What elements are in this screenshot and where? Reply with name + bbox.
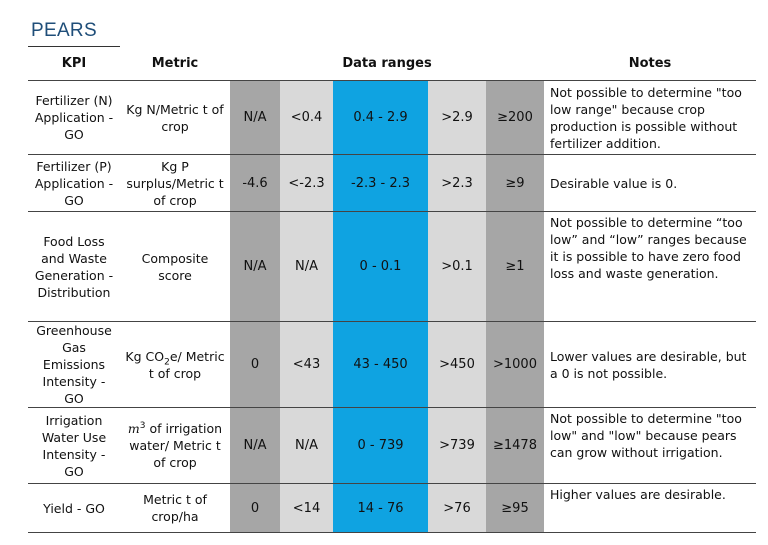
header-metric: Metric	[120, 47, 230, 81]
metric-cell: Kg CO2e/ Metric t of crop	[120, 321, 230, 408]
range-cell: N/A	[230, 407, 280, 484]
metric-text: of irrigation water/ Metric t of crop	[129, 421, 223, 470]
range-cell: ≥1	[486, 211, 544, 322]
range-cell: N/A	[280, 211, 333, 322]
notes-cell: Not possible to determine "too low" and …	[544, 407, 756, 484]
range-cell: >76	[428, 483, 486, 533]
range-cell: 0	[230, 321, 280, 408]
range-cell: 0 - 739	[333, 407, 428, 484]
range-cell: >739	[428, 407, 486, 484]
metric-text: e/ Metric t of crop	[148, 348, 225, 381]
table-row: Irrigation Water Use Intensity - GO m3 o…	[28, 407, 756, 484]
notes-cell: Desirable value is 0.	[544, 154, 756, 212]
header-row: KPI Metric Data ranges Notes	[28, 47, 756, 81]
kpi-cell: Irrigation Water Use Intensity - GO	[28, 407, 120, 484]
range-cell: ≥200	[486, 80, 544, 155]
range-cell: ≥95	[486, 483, 544, 533]
kpi-cell: Food Loss and Waste Generation - Distrib…	[28, 211, 120, 322]
range-cell: 14 - 76	[333, 483, 428, 533]
notes-cell: Lower values are desirable, but a 0 is n…	[544, 321, 756, 408]
superscript-three: 3	[139, 420, 146, 431]
range-cell: >0.1	[428, 211, 486, 322]
table-row: Fertilizer (N) Application - GO Kg N/Met…	[28, 80, 756, 155]
range-cell: N/A	[230, 80, 280, 155]
range-cell: ≥1478	[486, 407, 544, 484]
range-cell: ≥9	[486, 154, 544, 212]
kpi-cell: Yield - GO	[28, 483, 120, 533]
range-cell: <14	[280, 483, 333, 533]
kpi-cell: Fertilizer (P) Application - GO	[28, 154, 120, 212]
table-row: Food Loss and Waste Generation - Distrib…	[28, 211, 756, 322]
kpi-cell: Fertilizer (N) Application - GO	[28, 80, 120, 155]
range-cell: 43 - 450	[333, 321, 428, 408]
range-cell: >450	[428, 321, 486, 408]
metric-cell: m3 of irrigation water/ Metric t of crop	[120, 407, 230, 484]
notes-cell: Not possible to determine “too low” and …	[544, 211, 756, 322]
metric-cell: Kg N/Metric t of crop	[120, 80, 230, 155]
range-cell: <0.4	[280, 80, 333, 155]
range-cell: >1000	[486, 321, 544, 408]
table-row: Greenhouse Gas Emissions Intensity - GO …	[28, 321, 756, 408]
range-cell: 0.4 - 2.9	[333, 80, 428, 155]
metric-cell: Composite score	[120, 211, 230, 322]
notes-cell: Higher values are desirable.	[544, 483, 756, 533]
kpi-cell: Greenhouse Gas Emissions Intensity - GO	[28, 321, 120, 408]
table-row: Yield - GO Metric t of crop/ha 0 <14 14 …	[28, 483, 756, 533]
header-notes: Notes	[544, 47, 756, 81]
range-cell: <43	[280, 321, 333, 408]
title-underline	[28, 46, 120, 47]
range-cell: >2.3	[428, 154, 486, 212]
range-cell: -4.6	[230, 154, 280, 212]
range-cell: -2.3 - 2.3	[333, 154, 428, 212]
range-cell: 0 - 0.1	[333, 211, 428, 322]
range-cell: >2.9	[428, 80, 486, 155]
header-kpi: KPI	[28, 47, 120, 81]
table-row: Fertilizer (P) Application - GO Kg P sur…	[28, 154, 756, 212]
range-cell: 0	[230, 483, 280, 533]
metric-unit-m: m	[127, 421, 140, 436]
kpi-table: KPI Metric Data ranges Notes Fertilizer …	[28, 47, 756, 533]
metric-text: Kg CO	[125, 348, 165, 364]
range-cell: <-2.3	[280, 154, 333, 212]
metric-cell: Kg P surplus/Metric t of crop	[120, 154, 230, 212]
header-data-ranges: Data ranges	[230, 47, 544, 81]
notes-cell: Not possible to determine "too low range…	[544, 80, 756, 155]
range-cell: N/A	[230, 211, 280, 322]
page-title: PEARS	[31, 20, 97, 41]
metric-cell: Metric t of crop/ha	[120, 483, 230, 533]
range-cell: N/A	[280, 407, 333, 484]
subscript-two: 2	[164, 357, 170, 367]
